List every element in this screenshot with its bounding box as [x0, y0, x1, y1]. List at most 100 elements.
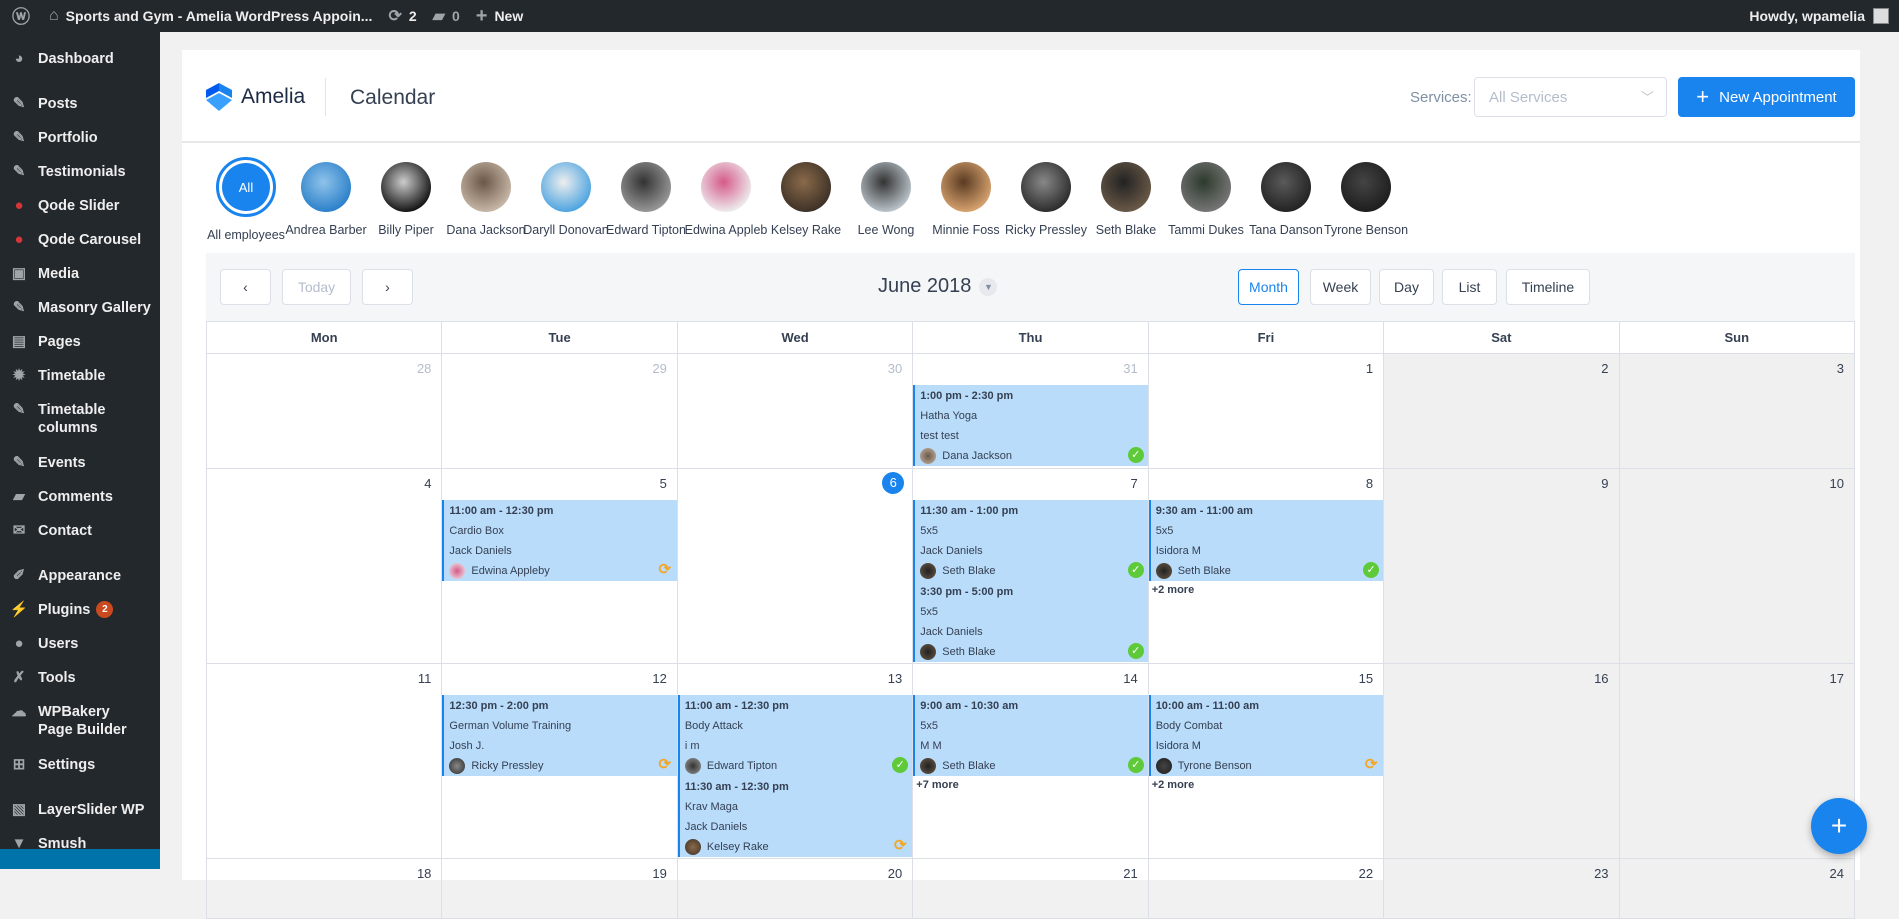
day-cell[interactable]: 22 — [1149, 859, 1385, 918]
day-cell[interactable]: 6 — [678, 469, 914, 663]
day-cell[interactable]: 3 — [1619, 354, 1855, 468]
employee-edwina-appleb[interactable]: Edwina Appleb — [685, 160, 767, 237]
sidebar-item-timetable[interactable]: ✹ Timetable — [0, 359, 160, 393]
sidebar-item-contact[interactable]: ✉ Contact — [0, 514, 160, 548]
day-cell[interactable]: 30 — [678, 354, 914, 468]
view-day-button[interactable]: Day — [1379, 269, 1434, 305]
site-name-link[interactable]: ⌂ Sports and Gym - Amelia WordPress Appoi… — [49, 0, 372, 32]
sidebar-item-appearance[interactable]: ✐ Appearance — [0, 559, 160, 593]
sidebar-item-dashboard[interactable]: ◕ Dashboard — [0, 42, 160, 76]
sidebar-item-testimonials[interactable]: ✎ Testimonials — [0, 155, 160, 189]
day-cell[interactable]: 9 — [1384, 469, 1620, 663]
day-cell[interactable]: 15 10:00 am - 11:00 am Body Combat Isidora … — [1148, 664, 1385, 858]
employee-billy-piper[interactable]: Billy Piper — [366, 160, 446, 237]
more-events-link[interactable]: +2 more — [1151, 584, 1195, 596]
month-title[interactable]: June 2018 ▼ — [878, 275, 998, 298]
day-cell[interactable]: 2 — [1384, 354, 1620, 468]
more-events-link[interactable]: +7 more — [916, 779, 959, 791]
sidebar-item-timetable-columns[interactable]: ✎ Timetable columns — [0, 393, 160, 446]
employee-kelsey-rake[interactable]: Kelsey Rake — [766, 160, 846, 237]
view-timeline-button[interactable]: Timeline — [1506, 269, 1590, 305]
day-cell[interactable]: 16 — [1384, 664, 1620, 858]
sidebar-item-portfolio[interactable]: ✎ Portfolio — [0, 121, 160, 155]
day-cell[interactable]: 20 — [678, 859, 914, 918]
sidebar-item-layerslider-wp[interactable]: ▧ LayerSlider WP — [0, 793, 160, 827]
view-week-button[interactable]: Week — [1310, 269, 1371, 305]
sidebar-item-media[interactable]: ▣ Media — [0, 257, 160, 291]
employee-minnie-foss[interactable]: Minnie Foss — [926, 160, 1006, 237]
employee-all-employees[interactable]: All All employees — [206, 157, 286, 242]
day-cell[interactable]: 29 — [442, 354, 678, 468]
weekday-tue: Tue — [442, 322, 678, 353]
day-cell[interactable]: 31 1:00 pm - 2:30 pm Hatha Yoga test test Da… — [913, 354, 1149, 468]
appointment-event[interactable]: 1:00 pm - 2:30 pm Hatha Yoga test test Dana… — [913, 385, 1148, 466]
appointment-event[interactable]: 11:00 am - 12:30 pm Cardio Box Jack Daniel… — [442, 500, 677, 581]
plus-icon: + — [1696, 84, 1710, 109]
day-cell[interactable]: 19 — [442, 859, 678, 918]
sidebar-item-settings[interactable]: ⊞ Settings — [0, 748, 160, 782]
comments-link[interactable]: ▰ 0 — [433, 0, 460, 32]
day-cell[interactable]: 8 9:30 am - 11:00 am 5x5 Isidora M Seth Blak… — [1148, 469, 1385, 663]
employee-tammi-dukes[interactable]: Tammi Dukes — [1166, 160, 1246, 237]
employee-seth-blake[interactable]: Seth Blake — [1086, 160, 1166, 237]
day-cell[interactable]: 28 — [207, 354, 443, 468]
day-cell[interactable]: 14 9:00 am - 10:30 am 5x5 M M Seth Blake ✓ +7 … — [913, 664, 1149, 858]
add-fab-button[interactable]: + — [1811, 798, 1867, 854]
appointment-event[interactable]: 10:00 am - 11:00 am Body Combat Isidora M T… — [1148, 695, 1384, 776]
day-cell[interactable]: 13 11:00 am - 12:30 pm Body Attack i m Edwar… — [677, 664, 914, 858]
sidebar-item-amelia-active[interactable] — [0, 849, 160, 869]
appointment-event[interactable]: 12:30 pm - 2:00 pm German Volume Training… — [442, 695, 677, 776]
new-content-link[interactable]: + New — [476, 0, 523, 32]
appointment-event[interactable]: 9:00 am - 10:30 am 5x5 M M Seth Blake ✓ — [913, 695, 1148, 776]
sidebar-item-posts[interactable]: ✎ Posts — [0, 87, 160, 121]
day-cell[interactable]: 12 12:30 pm - 2:00 pm German Volume Traini… — [442, 664, 678, 858]
updates-link[interactable]: ⟳ 2 — [388, 0, 416, 32]
day-cell[interactable]: 5 11:00 am - 12:30 pm Cardio Box Jack Danie… — [442, 469, 678, 663]
employee-edward-tipton[interactable]: Edward Tipton — [606, 160, 686, 237]
new-appointment-button[interactable]: + New Appointment — [1678, 77, 1855, 117]
day-cell[interactable]: 23 — [1384, 859, 1620, 918]
employee-andrea-barber[interactable]: Andrea Barber — [285, 160, 367, 237]
sidebar-item-label: Smush — [38, 836, 87, 852]
employee-daryll-donovan[interactable]: Daryll Donovan — [523, 160, 609, 237]
view-list-button[interactable]: List — [1442, 269, 1497, 305]
wp-logo-button[interactable]: ⓦ — [12, 0, 37, 32]
services-select[interactable]: All Services ﹀ — [1474, 77, 1667, 117]
view-month-button[interactable]: Month — [1238, 269, 1299, 305]
sidebar-item-qode-slider[interactable]: ● Qode Slider — [0, 189, 160, 223]
sidebar-item-comments[interactable]: ▰ Comments — [0, 480, 160, 514]
sidebar-item-pages[interactable]: ▤ Pages — [0, 325, 160, 359]
day-cell[interactable]: 24 — [1619, 859, 1855, 918]
employee-tana-danson[interactable]: Tana Danson — [1246, 160, 1326, 237]
appointment-event[interactable]: 11:00 am - 12:30 pm Body Attack i m Edward … — [677, 695, 913, 776]
sidebar-item-wpbakery-page-builder[interactable]: ☁ WPBakery Page Builder — [0, 695, 160, 748]
appointment-event[interactable]: 11:30 am - 12:30 pm Krav Maga Jack Daniels… — [677, 776, 913, 857]
day-cell[interactable]: 18 — [207, 859, 443, 918]
my-account[interactable]: Howdy, wpamelia — [1749, 0, 1889, 32]
prev-month-button[interactable]: ‹ — [220, 269, 271, 305]
sidebar-item-smush[interactable]: ▼ Smush — [0, 827, 160, 861]
next-month-button[interactable]: › — [362, 269, 413, 305]
appointment-event[interactable]: 3:30 pm - 5:00 pm 5x5 Jack Daniels Seth Bla… — [913, 581, 1148, 662]
sidebar-item-tools[interactable]: ✗ Tools — [0, 661, 160, 695]
employee-tyrone-benson[interactable]: Tyrone Benson — [1324, 160, 1408, 237]
employee-lee-wong[interactable]: Lee Wong — [846, 160, 926, 237]
avatar — [621, 162, 671, 212]
appointment-event[interactable]: 11:30 am - 1:00 pm 5x5 Jack Daniels Seth Bl… — [913, 500, 1148, 581]
sidebar-item-plugins[interactable]: ⚡ Plugins 2 — [0, 593, 160, 627]
employee-ricky-pressley[interactable]: Ricky Pressley — [1005, 160, 1087, 237]
day-cell[interactable]: 7 11:30 am - 1:00 pm 5x5 Jack Daniels Seth B… — [913, 469, 1149, 663]
day-cell[interactable]: 1 — [1149, 354, 1385, 468]
day-cell[interactable]: 21 — [913, 859, 1149, 918]
appointment-event[interactable]: 9:30 am - 11:00 am 5x5 Isidora M Seth Blake… — [1148, 500, 1384, 581]
day-cell[interactable]: 10 — [1619, 469, 1855, 663]
employee-dana-jackson[interactable]: Dana Jackson — [446, 160, 526, 237]
day-cell[interactable]: 11 — [207, 664, 443, 858]
sidebar-item-qode-carousel[interactable]: ● Qode Carousel — [0, 223, 160, 257]
today-button[interactable]: Today — [282, 269, 351, 305]
sidebar-item-events[interactable]: ✎ Events — [0, 446, 160, 480]
day-cell[interactable]: 4 — [207, 469, 443, 663]
sidebar-item-masonry-gallery[interactable]: ✎ Masonry Gallery — [0, 291, 160, 325]
sidebar-item-users[interactable]: ● Users — [0, 627, 160, 661]
more-events-link[interactable]: +2 more — [1151, 779, 1195, 791]
